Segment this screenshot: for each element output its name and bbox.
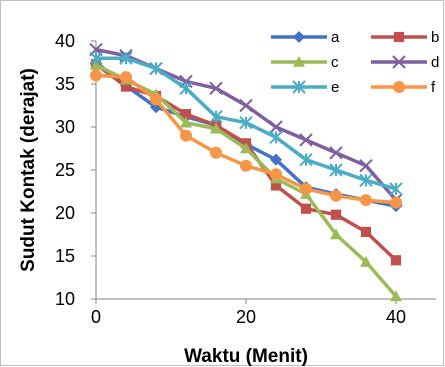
data-point-a — [270, 153, 282, 166]
series-layer — [89, 42, 403, 302]
legend-item-d: d — [371, 54, 439, 71]
data-point-b — [180, 109, 192, 120]
legend-label-f: f — [431, 79, 436, 96]
y-tick-label: 15 — [55, 246, 75, 266]
data-point-f — [180, 129, 192, 142]
data-point-e — [89, 51, 103, 65]
legend: a b c d e f — [271, 29, 439, 96]
y-tick-label: 30 — [55, 117, 75, 137]
data-point-e — [179, 81, 193, 96]
data-point-b — [360, 226, 372, 238]
data-point-c — [210, 122, 222, 134]
data-point-f — [90, 69, 102, 82]
data-point-c — [90, 59, 102, 70]
data-point-f — [360, 194, 372, 207]
data-point-e — [329, 163, 343, 177]
data-point-e — [269, 130, 283, 145]
y-tick-label: 25 — [55, 160, 75, 180]
data-point-f — [210, 146, 222, 159]
data-point-f — [300, 182, 312, 195]
series-e — [89, 51, 403, 196]
data-point-e — [299, 152, 313, 167]
y-tick-label: 40 — [55, 31, 75, 51]
legend-marker-c — [293, 56, 305, 67]
data-point-f — [270, 168, 282, 181]
legend-marker-e — [292, 80, 306, 94]
data-point-f — [330, 189, 342, 202]
x-axis-title: Waktu (Menit) — [184, 346, 308, 367]
legend-marker-b — [393, 31, 405, 43]
data-point-d — [299, 133, 313, 147]
legend-item-e: e — [271, 79, 339, 96]
legend-item-b: b — [371, 29, 439, 46]
series-line-c — [95, 63, 398, 298]
x-tick-label: 0 — [91, 307, 101, 327]
data-point-d — [269, 120, 283, 134]
legend-label-b: b — [431, 29, 439, 46]
legend-item-c: c — [271, 54, 339, 71]
axes: 10 15 20 25 30 35 40 0 20 40 — [55, 31, 436, 327]
data-point-f — [150, 93, 162, 106]
legend-marker-f — [393, 81, 405, 93]
data-point-b — [270, 180, 282, 191]
data-point-e — [119, 51, 133, 65]
y-tick-label: 35 — [55, 74, 75, 94]
data-point-e — [239, 115, 253, 130]
data-point-b — [300, 203, 312, 214]
data-point-e — [149, 61, 163, 76]
legend-marker-d — [392, 55, 406, 69]
data-point-c — [330, 228, 342, 240]
data-point-c — [180, 116, 192, 128]
data-point-d — [209, 81, 223, 96]
series-c — [90, 59, 402, 302]
data-point-d — [329, 146, 343, 160]
legend-item-f: f — [371, 79, 436, 96]
legend-item-a: a — [271, 29, 340, 46]
series-f — [90, 69, 402, 209]
data-point-f — [240, 159, 252, 172]
data-point-f — [120, 71, 132, 84]
legend-label-a: a — [331, 29, 340, 46]
data-point-c — [390, 290, 402, 302]
series-line-a — [94, 61, 397, 208]
data-point-e — [359, 173, 373, 188]
data-point-d — [359, 158, 373, 173]
x-tick-label: 20 — [236, 307, 256, 327]
legend-label-c: c — [331, 54, 339, 71]
data-point-c — [240, 142, 252, 154]
legend-label-d: d — [431, 54, 439, 71]
data-point-b — [330, 209, 342, 220]
data-point-e — [209, 109, 223, 124]
x-tick-label: 40 — [386, 307, 406, 327]
y-tick-label: 10 — [55, 289, 75, 309]
y-tick-label: 20 — [55, 203, 75, 223]
data-point-e — [389, 182, 403, 196]
series-a — [90, 56, 402, 213]
data-point-b — [120, 81, 132, 92]
data-point-c — [360, 256, 372, 267]
legend-label-e: e — [331, 79, 339, 96]
data-point-b — [390, 255, 402, 266]
y-axis-title: Sudut Kontak (derajat) — [18, 68, 39, 272]
data-point-d — [239, 98, 253, 113]
legend-marker-a — [293, 31, 305, 43]
data-point-f — [390, 196, 402, 209]
